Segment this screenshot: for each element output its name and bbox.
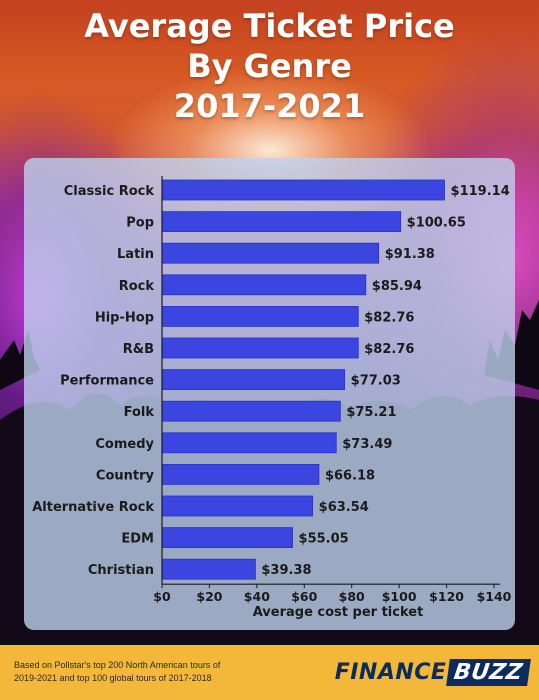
category-label: R&B: [123, 342, 154, 357]
source-line-1: Based on Pollstar's top 200 North Americ…: [14, 660, 221, 670]
data-label: $77.03: [351, 374, 401, 389]
footer-bar: Based on Pollstar's top 200 North Americ…: [0, 645, 539, 700]
data-label: $55.05: [299, 532, 349, 547]
data-label: $75.21: [346, 405, 396, 420]
source-line-2: 2019-2021 and top 100 global tours of 20…: [14, 673, 212, 683]
category-label: Performance: [60, 374, 154, 389]
category-label: Christian: [88, 563, 154, 578]
bar: [161, 242, 380, 264]
chart-panel: [24, 158, 515, 630]
logo-word-buzz: BUZZ: [446, 658, 531, 686]
x-tick-label: $80: [339, 589, 365, 604]
bar: [161, 369, 346, 391]
title-line-2: By Genre: [187, 47, 352, 85]
category-label: Rock: [119, 279, 155, 294]
x-tick-label: $0: [153, 589, 171, 604]
chart-title: Average Ticket Price By Genre 2017-2021: [0, 6, 539, 126]
data-label: $63.54: [319, 500, 369, 515]
x-tick-label: $40: [244, 589, 270, 604]
category-label: Alternative Rock: [32, 500, 154, 515]
bar: [161, 179, 445, 201]
data-label: $85.94: [372, 279, 422, 294]
bar: [161, 274, 367, 296]
data-label: $82.76: [364, 310, 414, 325]
source-note: Based on Pollstar's top 200 North Americ…: [14, 659, 264, 685]
data-label: $39.38: [261, 563, 311, 578]
bar: [161, 527, 293, 548]
x-tick-label: $20: [196, 589, 222, 604]
financebuzz-logo: FINANCE BUZZ: [334, 656, 531, 688]
data-label: $66.18: [325, 468, 375, 483]
category-label: Folk: [124, 405, 155, 420]
category-label: Pop: [126, 216, 154, 231]
bar: [161, 337, 359, 359]
bar: [161, 305, 359, 327]
category-label: Comedy: [95, 437, 154, 452]
x-tick-label: $60: [291, 589, 317, 604]
bar: [161, 558, 256, 580]
title-line-3: 2017-2021: [173, 87, 366, 125]
bar: [161, 495, 314, 517]
category-label: Classic Rock: [64, 184, 155, 199]
data-label: $100.65: [407, 216, 466, 231]
category-label: EDM: [121, 532, 154, 547]
bar: [161, 463, 320, 485]
logo-word-finance: FINANCE: [334, 659, 447, 685]
x-axis-label: Average cost per ticket: [253, 605, 424, 620]
category-label: Hip-Hop: [95, 310, 154, 325]
data-label: $119.14: [451, 184, 510, 199]
data-label: $73.49: [342, 437, 392, 452]
x-tick-label: $140: [477, 589, 512, 604]
bar-chart: Classic Rock $119.14 Pop $100.65 Latin $91.38…: [32, 176, 512, 620]
category-label: Country: [96, 468, 155, 483]
bar: [161, 211, 402, 233]
bar: [161, 400, 341, 422]
data-label: $82.76: [364, 342, 414, 357]
title-line-1: Average Ticket Price: [84, 7, 455, 45]
category-label: Latin: [117, 247, 154, 262]
x-tick-label: $120: [429, 589, 464, 604]
bar: [161, 432, 337, 454]
x-tick-label: $100: [382, 589, 417, 604]
data-label: $91.38: [385, 247, 435, 262]
